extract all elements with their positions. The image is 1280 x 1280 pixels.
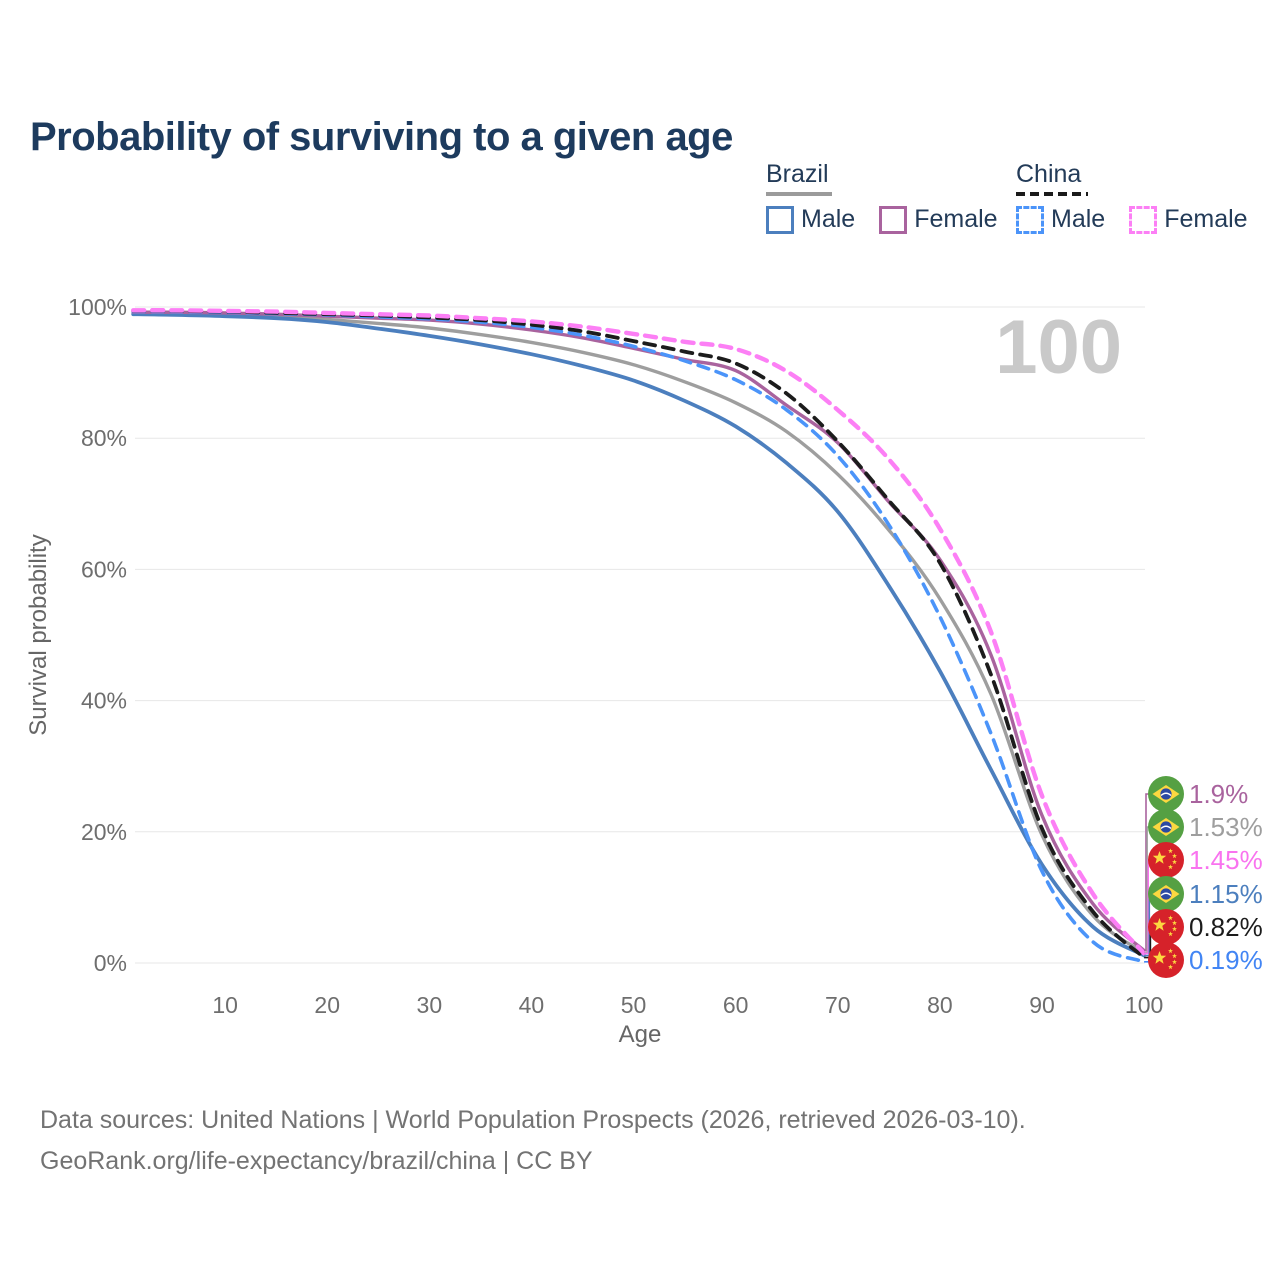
- flag-star-large: [1152, 918, 1167, 931]
- flag-star-small: [1172, 853, 1177, 859]
- footer-data-sources: Data sources: United Nations | World Pop…: [40, 1106, 1026, 1134]
- brazil-male-swatch-icon: [766, 205, 794, 234]
- end-label-layer: 1.9%1.53%1.45% 1.15%0.82%0.19%: [1144, 776, 1263, 978]
- flag-star-large: [1152, 851, 1167, 864]
- brazil-female-swatch-icon: [879, 205, 908, 234]
- china-flag-icon: [1148, 842, 1184, 878]
- legend-item-china-male[interactable]: Male: [1016, 205, 1105, 234]
- flag-circle: [1148, 909, 1184, 945]
- end-label-value: 1.45%: [1189, 845, 1263, 875]
- end-label-brazil-total[interactable]: 1.53%: [1144, 809, 1263, 954]
- flag-globe: [1160, 788, 1172, 800]
- chart-legend: Brazil Male Female China Male: [0, 160, 1280, 270]
- legend-item-china-female[interactable]: Female: [1129, 205, 1248, 234]
- footer-attribution: GeoRank.org/life-expectancy/brazil/china…: [40, 1147, 593, 1175]
- end-label-brazil-male[interactable]: 1.15%: [1144, 876, 1263, 957]
- legend-item-brazil-female[interactable]: Female: [879, 205, 998, 234]
- grid-layer: 100% 80% 60% 40% 20% 0% 10 20 30 40 50 60 70 80 90 100: [68, 294, 1163, 1018]
- flag-star-small: [1172, 920, 1177, 926]
- flag-star-small: [1172, 953, 1177, 959]
- legend-item-label: Female: [914, 205, 998, 233]
- flag-circle: [1148, 842, 1184, 878]
- end-label-china-female[interactable]: 1.45%: [1144, 842, 1263, 955]
- brazil-flag-icon: [1148, 809, 1184, 845]
- legend-country-china[interactable]: China: [1016, 160, 1088, 196]
- flag-star-small: [1168, 931, 1173, 937]
- end-label-value: 0.82%: [1189, 912, 1263, 942]
- y-tick-label: 100%: [68, 294, 127, 320]
- y-tick-label: 80%: [81, 425, 127, 451]
- x-tick-label: 100: [1125, 992, 1163, 1018]
- flag-star-small: [1172, 859, 1177, 865]
- flag-globe: [1160, 888, 1172, 900]
- end-label-value: 1.15%: [1189, 879, 1263, 909]
- flag-globe-band: [1160, 792, 1172, 797]
- flag-star-small: [1168, 848, 1173, 854]
- end-label-value: 1.53%: [1189, 812, 1263, 842]
- series-line-china-female[interactable]: [131, 308, 1147, 956]
- y-axis-title: Survival probability: [25, 534, 52, 735]
- flag-star-small: [1168, 915, 1173, 921]
- legend-country-brazil[interactable]: Brazil: [766, 160, 832, 196]
- x-tick-label: 80: [927, 992, 953, 1018]
- legend-group-china: China Male Female: [1016, 160, 1248, 234]
- legend-item-label: Male: [1051, 205, 1106, 233]
- legend-item-label: Female: [1164, 205, 1248, 233]
- end-label-value: 1.9%: [1189, 779, 1248, 809]
- x-tick-label: 50: [621, 992, 647, 1018]
- y-tick-label: 0%: [94, 950, 127, 976]
- brazil-flag-icon: [1148, 876, 1184, 912]
- flag-globe-band: [1160, 825, 1172, 830]
- legend-country-china-label: China: [1016, 160, 1082, 188]
- legend-items-brazil: Male Female: [766, 205, 998, 234]
- flag-star-small: [1168, 864, 1173, 870]
- china-dashed-line-swatch-icon: [1016, 192, 1088, 196]
- china-female-swatch-icon: [1129, 205, 1158, 234]
- curve-layer: [131, 308, 1147, 964]
- flag-globe: [1160, 821, 1172, 833]
- y-tick-label: 40%: [81, 688, 127, 714]
- flag-star-small: [1172, 959, 1177, 965]
- y-tick-label: 20%: [81, 819, 127, 845]
- series-line-china-male[interactable]: [131, 309, 1146, 964]
- flag-circle: [1148, 942, 1184, 978]
- x-axis-title: Age: [619, 1021, 662, 1048]
- flag-star-large: [1152, 951, 1167, 964]
- legend-items-china: Male Female: [1016, 205, 1248, 234]
- flag-star-small: [1168, 964, 1173, 970]
- legend-country-brazil-label: Brazil: [766, 160, 829, 188]
- end-label-value: 0.19%: [1189, 945, 1263, 975]
- end-label-brazil-female[interactable]: 1.9%: [1144, 776, 1248, 952]
- china-flag-icon: [1148, 909, 1184, 945]
- end-label-china-total[interactable]: 0.82%: [1144, 909, 1263, 959]
- flag-star-small: [1172, 926, 1177, 932]
- x-tick-label: 70: [825, 992, 851, 1018]
- brazil-flag-icon: [1148, 776, 1184, 812]
- legend-item-brazil-male[interactable]: Male: [766, 205, 855, 234]
- flag-globe-band: [1160, 892, 1172, 897]
- series-line-brazil-total[interactable]: [131, 311, 1146, 955]
- end-label-china-male[interactable]: 0.19%: [1144, 942, 1263, 978]
- footer: Data sources: United Nations | World Pop…: [40, 1100, 1026, 1182]
- brazil-solid-line-swatch-icon: [766, 192, 832, 196]
- page-title: Probability of surviving to a given age: [30, 114, 733, 159]
- x-tick-label: 30: [417, 992, 443, 1018]
- x-tick-label: 40: [519, 992, 545, 1018]
- china-flag-icon: [1148, 942, 1184, 978]
- flag-star-small: [1168, 948, 1173, 954]
- legend-item-label: Male: [801, 205, 856, 233]
- x-tick-label: 10: [212, 992, 238, 1018]
- x-tick-label: 90: [1029, 992, 1055, 1018]
- x-tick-label: 60: [723, 992, 749, 1018]
- y-tick-label: 60%: [81, 556, 127, 582]
- china-male-swatch-icon: [1016, 205, 1044, 234]
- x-tick-label: 20: [314, 992, 340, 1018]
- age-watermark: 100: [995, 305, 1122, 390]
- legend-group-brazil: Brazil Male Female: [766, 160, 998, 234]
- series-line-brazil-male[interactable]: [131, 312, 1146, 958]
